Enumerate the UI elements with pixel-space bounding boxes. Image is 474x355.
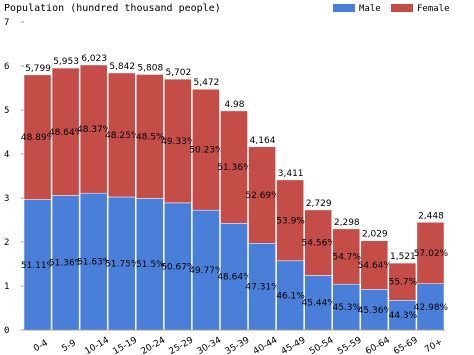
segment-label: 52.69% (245, 191, 280, 201)
bar-segment (220, 223, 248, 331)
segment-label: 48.89% (21, 133, 56, 143)
bar-segment (304, 209, 332, 276)
bar-segment (51, 67, 80, 196)
segment-label: 51.36% (49, 259, 84, 269)
segment-label: 44.3% (389, 311, 418, 321)
total-label: 2,729 (306, 199, 332, 209)
segment-label: 55.7% (389, 278, 418, 288)
total-label: 2,448 (418, 211, 444, 221)
bar-segment (107, 196, 136, 331)
total-label: 3,411 (278, 169, 304, 179)
segment-label: 51.75% (105, 259, 140, 269)
total-label: 5,702 (165, 68, 191, 78)
total-label: 1,521 (390, 252, 416, 262)
segment-label: 48.5% (136, 132, 165, 142)
segment-label: 42.98% (414, 303, 449, 313)
bar-segment (332, 228, 361, 285)
segment-label: 51.5% (136, 260, 165, 270)
segment-label: 54.56% (302, 239, 337, 249)
segment-label: 48.64% (49, 128, 84, 138)
x-tick-label: 30-34 (196, 335, 224, 355)
legend-swatch (333, 4, 355, 12)
bar-segment (248, 243, 276, 331)
segment-label: 54.7% (332, 253, 361, 263)
bar-segment (51, 195, 80, 331)
segment-label: 45.3% (332, 303, 361, 313)
bar-segment (360, 240, 389, 290)
bar-segment (192, 88, 220, 211)
x-tick-label: 0-4 (32, 338, 50, 354)
x-tick-label: 70+ (423, 337, 444, 355)
segment-label: 53.9% (276, 216, 305, 226)
bar-segment (164, 78, 192, 204)
x-tick-label: 20-24 (139, 335, 167, 355)
segment-label: 57.02% (414, 249, 449, 259)
segment-label: 48.37% (77, 125, 112, 135)
x-tick-label: 15-19 (111, 335, 139, 355)
bar-segment (416, 222, 445, 284)
total-label: 6,023 (81, 54, 107, 64)
segment-label: 49.77% (189, 266, 224, 276)
x-tick-label: 65-69 (392, 335, 420, 355)
bar-segment (248, 146, 276, 244)
bar-segment (164, 202, 192, 331)
segment-label: 48.64% (217, 273, 252, 283)
x-tick-label: 60-64 (364, 335, 392, 355)
bar-segment (79, 64, 108, 194)
bar-segment (360, 289, 389, 331)
total-label: 4.98 (224, 100, 244, 110)
total-label: 5,953 (53, 57, 79, 67)
x-tick-label: 40-44 (252, 335, 280, 355)
x-tick-label: 50-54 (308, 335, 336, 355)
bar-segment (192, 209, 220, 331)
x-tick-label: 35-39 (224, 335, 252, 355)
legend-swatch (391, 4, 413, 12)
segment-label: 45.36% (358, 306, 393, 316)
x-tick-label: 55-59 (336, 335, 364, 355)
x-tick-label: 10-14 (83, 335, 111, 355)
total-label: 5,799 (25, 64, 51, 74)
total-label: 5,808 (137, 63, 163, 73)
y-tick-label: 7 (4, 18, 9, 28)
segment-label: 50.23% (189, 146, 224, 156)
segment-label: 51.36% (217, 163, 252, 173)
x-tick-label: 5-9 (60, 338, 78, 354)
bar-segment (276, 179, 304, 262)
legend-label: Female (417, 4, 450, 14)
segment-label: 47.31% (245, 283, 280, 293)
bar-segment (23, 199, 52, 331)
total-label: 5,472 (194, 78, 220, 88)
bar-segment (220, 110, 248, 224)
segment-label: 54.64% (358, 261, 393, 271)
segment-label: 49.33% (161, 137, 196, 147)
total-label: 2,029 (362, 230, 388, 240)
bar-segment (23, 74, 52, 200)
x-tick-label: 45-49 (280, 335, 308, 355)
bar-segment (332, 283, 361, 331)
total-label: 2,298 (334, 218, 360, 228)
segment-label: 50.67% (161, 262, 196, 272)
chart-title: Population (hundred thousand people) (4, 3, 221, 14)
y-tick-label: 1 (4, 282, 9, 292)
bar-segment (136, 198, 164, 331)
y-tick-label: 2 (4, 238, 9, 248)
total-label: 4,164 (250, 136, 276, 146)
y-tick-label: 3 (4, 194, 9, 204)
x-tick-label: 25-29 (168, 335, 196, 355)
bar-segment (107, 72, 136, 198)
bar-segment (388, 262, 417, 301)
legend-label: Male (359, 4, 381, 14)
segment-label: 51.63% (77, 258, 112, 268)
segment-label: 48.25% (105, 131, 140, 141)
segment-label: 46.1% (276, 291, 305, 301)
total-label: 5,842 (109, 62, 135, 72)
y-tick-label: 5 (4, 106, 9, 116)
bar-segment (136, 74, 164, 199)
y-tick-label: 6 (4, 62, 9, 72)
y-tick-label: 0 (4, 326, 9, 336)
segment-label: 51.11% (21, 261, 56, 271)
segment-label: 45.44% (302, 299, 337, 309)
y-tick-label: 4 (4, 150, 9, 160)
